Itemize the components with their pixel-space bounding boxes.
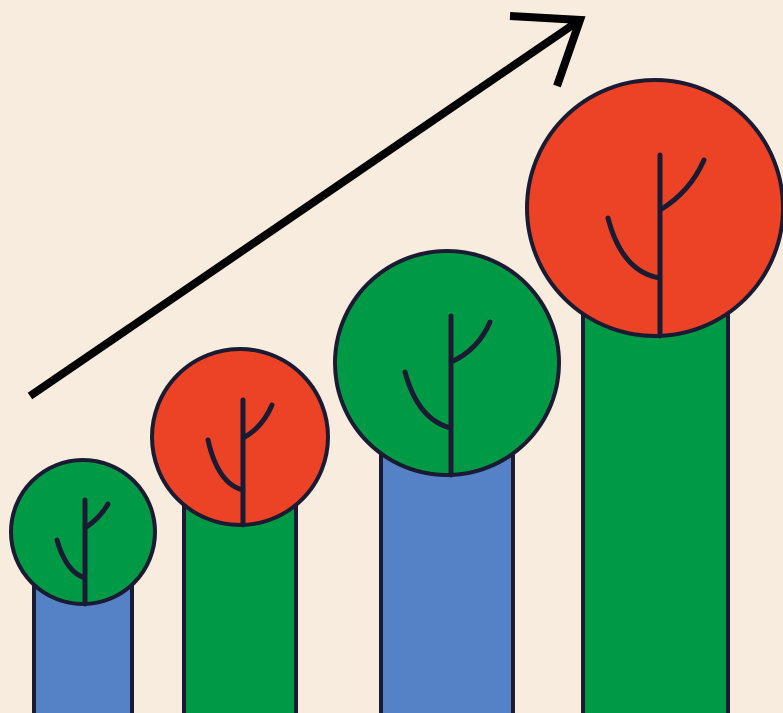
branch-right: [82, 501, 111, 531]
crown: [525, 78, 783, 338]
trend-arrow-icon: [27, 12, 586, 400]
trunk: [32, 583, 134, 713]
trunk: [379, 448, 515, 713]
branch-left: [54, 537, 88, 581]
tree-large: [333, 249, 561, 713]
branch-right: [657, 157, 707, 213]
tree-small: [9, 458, 157, 713]
branch-left: [605, 215, 663, 281]
arrow-shaft: [27, 16, 583, 400]
trunk: [581, 298, 730, 713]
tree-medium: [150, 347, 330, 713]
branch-left: [402, 369, 454, 431]
arrow-head: [509, 12, 586, 88]
crown: [150, 347, 330, 527]
tree-tallest: [525, 78, 783, 713]
trunk: [182, 498, 298, 713]
branch-right: [448, 319, 493, 365]
branch-left: [205, 437, 246, 493]
branch-right: [240, 402, 275, 441]
crown: [333, 249, 561, 477]
